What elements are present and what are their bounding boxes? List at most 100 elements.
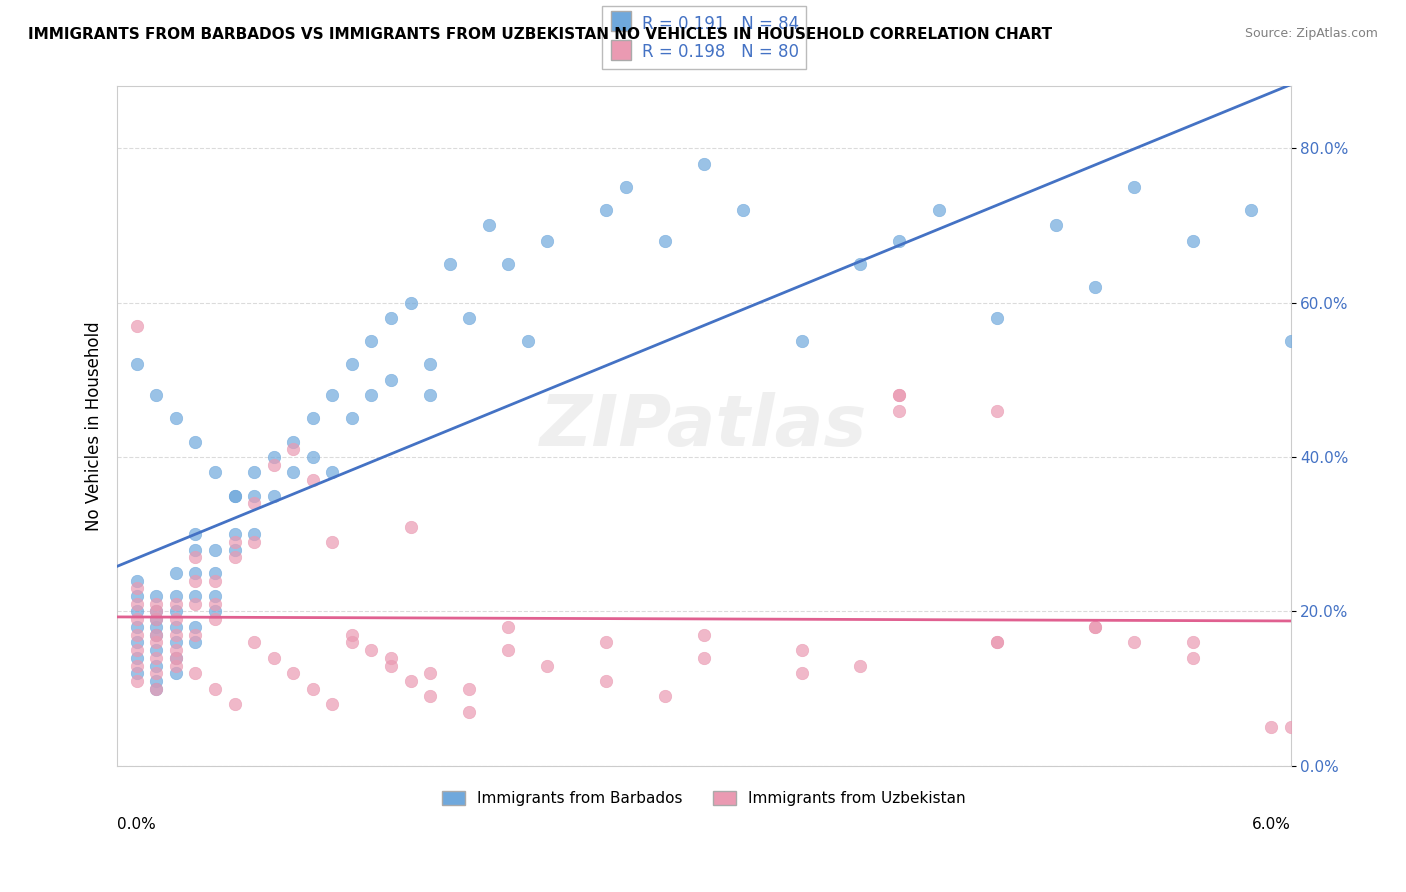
Point — [243, 635, 266, 649]
Point — [243, 496, 266, 510]
Point — [145, 643, 167, 657]
Point — [263, 450, 285, 464]
Point — [731, 202, 754, 217]
Point — [145, 627, 167, 641]
Point — [125, 643, 148, 657]
Point — [243, 466, 266, 480]
Y-axis label: No Vehicles in Household: No Vehicles in Household — [86, 321, 103, 531]
Point — [145, 589, 167, 603]
Point — [301, 411, 323, 425]
Point — [125, 318, 148, 333]
Point — [204, 566, 226, 580]
Point — [145, 604, 167, 618]
Point — [693, 156, 716, 170]
Point — [614, 179, 637, 194]
Point — [1084, 280, 1107, 294]
Point — [536, 234, 558, 248]
Point — [125, 612, 148, 626]
Point — [224, 527, 246, 541]
Point — [204, 681, 226, 696]
Point — [125, 673, 148, 688]
Point — [224, 697, 246, 711]
Point — [204, 612, 226, 626]
Point — [301, 473, 323, 487]
Point — [340, 411, 363, 425]
Point — [301, 450, 323, 464]
Point — [224, 535, 246, 549]
Point — [224, 542, 246, 557]
Point — [380, 650, 402, 665]
Point — [301, 681, 323, 696]
Point — [263, 650, 285, 665]
Text: ZIPatlas: ZIPatlas — [540, 392, 868, 460]
Point — [340, 357, 363, 371]
Point — [125, 357, 148, 371]
Point — [536, 658, 558, 673]
Point — [380, 658, 402, 673]
Point — [184, 589, 207, 603]
Point — [419, 666, 441, 681]
Point — [184, 542, 207, 557]
Point — [889, 234, 911, 248]
Text: 0.0%: 0.0% — [117, 817, 156, 832]
Point — [419, 388, 441, 402]
Point — [283, 442, 305, 457]
Point — [145, 635, 167, 649]
Text: IMMIGRANTS FROM BARBADOS VS IMMIGRANTS FROM UZBEKISTAN NO VEHICLES IN HOUSEHOLD : IMMIGRANTS FROM BARBADOS VS IMMIGRANTS F… — [28, 27, 1052, 42]
Point — [125, 582, 148, 596]
Point — [145, 597, 167, 611]
Point — [889, 403, 911, 417]
Point — [439, 257, 461, 271]
Point — [184, 574, 207, 588]
Point — [243, 535, 266, 549]
Point — [1181, 635, 1204, 649]
Point — [1123, 179, 1146, 194]
Point — [1084, 620, 1107, 634]
Point — [340, 635, 363, 649]
Point — [125, 574, 148, 588]
Point — [184, 597, 207, 611]
Point — [224, 489, 246, 503]
Point — [321, 466, 343, 480]
Point — [145, 388, 167, 402]
Point — [849, 257, 872, 271]
Point — [790, 334, 813, 348]
Point — [321, 535, 343, 549]
Point — [263, 458, 285, 472]
Point — [595, 673, 617, 688]
Point — [283, 666, 305, 681]
Point — [399, 295, 422, 310]
Point — [1279, 334, 1302, 348]
Point — [458, 681, 481, 696]
Point — [399, 673, 422, 688]
Point — [145, 681, 167, 696]
Point — [928, 202, 950, 217]
Point — [790, 643, 813, 657]
Point — [184, 666, 207, 681]
Point — [145, 673, 167, 688]
Point — [419, 690, 441, 704]
Point — [693, 650, 716, 665]
Point — [125, 620, 148, 634]
Point — [458, 705, 481, 719]
Point — [986, 635, 1008, 649]
Point — [790, 666, 813, 681]
Point — [1181, 650, 1204, 665]
Point — [458, 311, 481, 326]
Point — [1279, 720, 1302, 734]
Point — [360, 643, 382, 657]
Point — [145, 650, 167, 665]
Point — [204, 589, 226, 603]
Point — [224, 550, 246, 565]
Point — [145, 666, 167, 681]
Point — [125, 635, 148, 649]
Point — [165, 643, 187, 657]
Point — [125, 627, 148, 641]
Point — [693, 627, 716, 641]
Point — [145, 612, 167, 626]
Point — [986, 311, 1008, 326]
Point — [125, 650, 148, 665]
Point — [1045, 219, 1067, 233]
Point — [849, 658, 872, 673]
Point — [204, 542, 226, 557]
